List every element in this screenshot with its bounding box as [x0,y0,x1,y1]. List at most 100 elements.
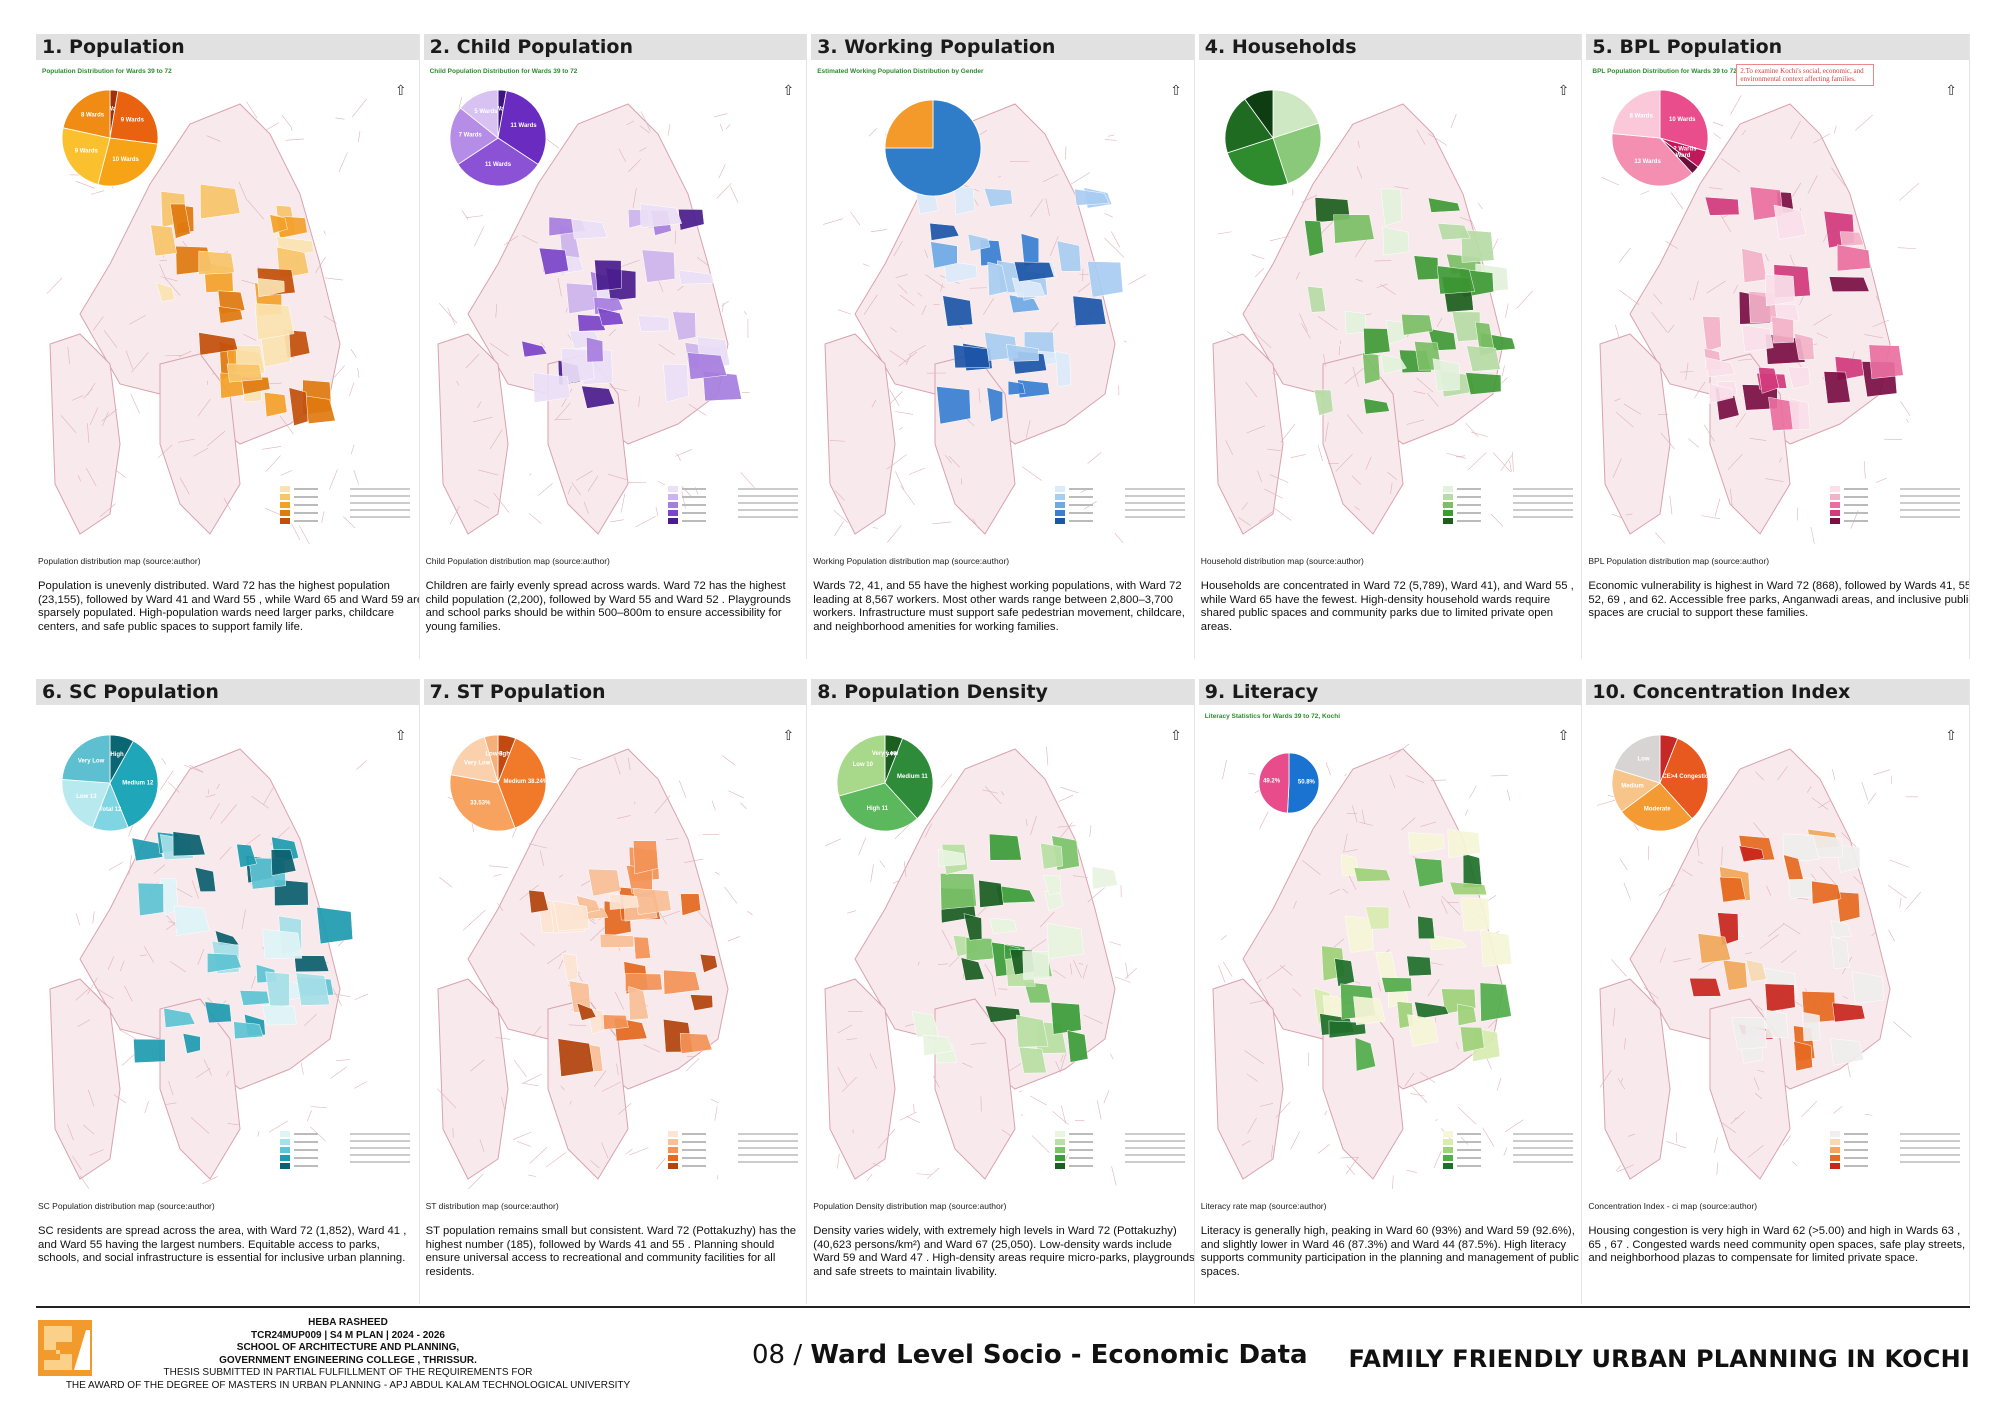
pie-slice [1244,89,1274,140]
pie-chart: High Medium 38.24% 33.53% Very Low Low 8 [438,723,558,848]
map-caption: Household distribution map (source:autho… [1200,556,1364,566]
legend-swatch [1055,494,1066,500]
pie-chart-title: Population Distribution for Wards 39 to … [42,68,172,75]
legend-swatch [667,1163,678,1169]
panel-title: 5. BPL Population [1592,36,1783,58]
panel-working-population: 3. Working Population Estimated Working P… [811,34,1195,659]
pie-slice-label: Medium 12 [122,781,154,787]
map-svg [824,746,1138,1186]
panel-child-population: 2. Child Population Child Population Dist… [423,34,808,659]
panel-header: 9. Literacy [1198,679,1582,705]
map-legend [667,1131,798,1169]
map-caption: Literacy rate map (source:author) [1200,1201,1327,1211]
panel-population: 1. Population Population Distribution for… [36,34,420,659]
pie-slice [109,740,159,828]
map-svg [436,748,753,1189]
legend-swatch [667,1147,678,1153]
legend-swatch [1830,502,1841,508]
map-caption: Concentration Index - ci map (source:aut… [1588,1201,1758,1211]
legend-swatch [1442,494,1453,500]
panel-description: Children are fairly evenly spread across… [425,580,791,633]
north-arrow-icon: ⇧ [782,82,795,98]
pie-slice-label: 8 Wards [81,112,105,118]
ward-map [40,64,419,592]
pie-slice-label: 9 Wards [75,149,99,155]
pie-slice-label: Total 12 [99,807,122,813]
pie-slice [497,90,546,165]
panel-description: Households are concentrated in Ward 72 (… [1200,580,1574,633]
pie-chart: Very High Medium 11 High 11 Low 10 Very Low [825,723,945,848]
pie-slice [1659,737,1709,820]
sheet-separator: / [793,1340,803,1370]
legend-swatch [1830,1139,1841,1145]
panel-title: 1. Population [42,36,185,58]
pie-slice-label: 8 Wards [1630,113,1654,119]
sheet-number: 08 [752,1340,786,1370]
pie-slice-label: Medium [1622,784,1645,790]
pie-chart-title: Estimated Working Population Distributio… [817,68,984,75]
pie-slice-label: 1 Ward [102,106,122,112]
pie-slice [1258,752,1290,814]
pie-chart: High Medium 12 Total 12 Low 13 Very Low [50,723,170,848]
pie-slice-label: 11 Wards [510,123,537,129]
pie-slice-label: 2 Wards [1674,146,1698,152]
north-arrow-icon: ⇧ [782,727,795,743]
pie-slice [1224,98,1274,154]
ward-map [815,64,1194,592]
pie-slice [1272,89,1319,139]
map-svg [1599,95,1920,544]
legend-swatch [1830,1155,1841,1161]
north-arrow-icon: ⇧ [1170,727,1182,743]
map-legend [1830,1131,1961,1169]
student-code: TCR24MUP009 | S4 M PLAN | 2024 - 2026 [250,1329,445,1341]
legend-swatch [280,486,290,492]
legend-swatch [667,1155,678,1161]
legend-swatch [280,1139,290,1145]
legend-swatch [1055,1131,1066,1137]
pie-slice-label: Low 8 [485,751,503,757]
panel-households: 4. Households ⇧ Household distribution map… [1198,34,1583,659]
legend-swatch [280,510,290,516]
legend-swatch [667,510,678,516]
legend-swatch [1055,1155,1066,1161]
pie-slice [456,137,539,187]
panel-description: Population is unevenly distributed. Ward… [38,580,420,633]
map-svg [1212,103,1533,535]
legend-swatch [280,1131,290,1137]
pie-slice [1621,782,1694,832]
pie-slice-label: High 11 [867,806,889,812]
panel-st-population: 7. ST Population High Medium 38.24% 33.53% V… [423,679,808,1304]
college-logo [38,1320,92,1376]
panel-description: SC residents are spread across the area,… [38,1225,407,1265]
pie-slice-label: Low 10 [853,762,874,768]
legend-swatch [1442,1155,1453,1161]
legend-swatch [1055,1147,1066,1153]
pie-slice-label: 49.2% [1263,779,1281,785]
pie-slice [1226,137,1289,187]
legend-swatch [667,1131,678,1137]
panel-literacy: 9. Literacy Literacy Statistics for Wards… [1198,679,1583,1304]
panel-description: Density varies widely, with extremely hi… [813,1225,1195,1278]
north-arrow-icon: ⇧ [394,727,407,743]
pie-slice [1659,89,1709,152]
legend-swatch [280,1147,290,1153]
pie-slice-label: Very Low [464,760,491,766]
panel-description: Literacy is generally high, peaking in W… [1200,1225,1579,1278]
pie-chart: CE>4 Congestion Moderate Medium Low [1600,723,1720,848]
panel-header: 8. Population Density [811,679,1194,705]
map-svg [1597,748,1922,1180]
panel-sc-population: 6. SC Population High Medium 12 Total 12 Low… [36,679,420,1304]
legend-swatch [280,1163,290,1169]
panel-bpl-population: 5. BPL Population BPL Population Distribu… [1586,34,1970,659]
north-arrow-icon: ⇧ [1557,82,1570,98]
pie-slice [109,90,159,145]
panel-description: Housing congestion is very high in Ward … [1588,1225,1966,1265]
panel-population-density: 8. Population Density Very High Medium 11 H… [811,679,1195,1304]
panel-description: Economic vulnerability is highest in War… [1588,580,1970,620]
legend-swatch [1442,1147,1453,1153]
pie-slice-label: Medium 11 [897,774,928,780]
pie-slice [449,107,499,165]
pie-slice [838,782,918,832]
legend-swatch [1055,486,1066,492]
ward-map [428,709,807,1237]
